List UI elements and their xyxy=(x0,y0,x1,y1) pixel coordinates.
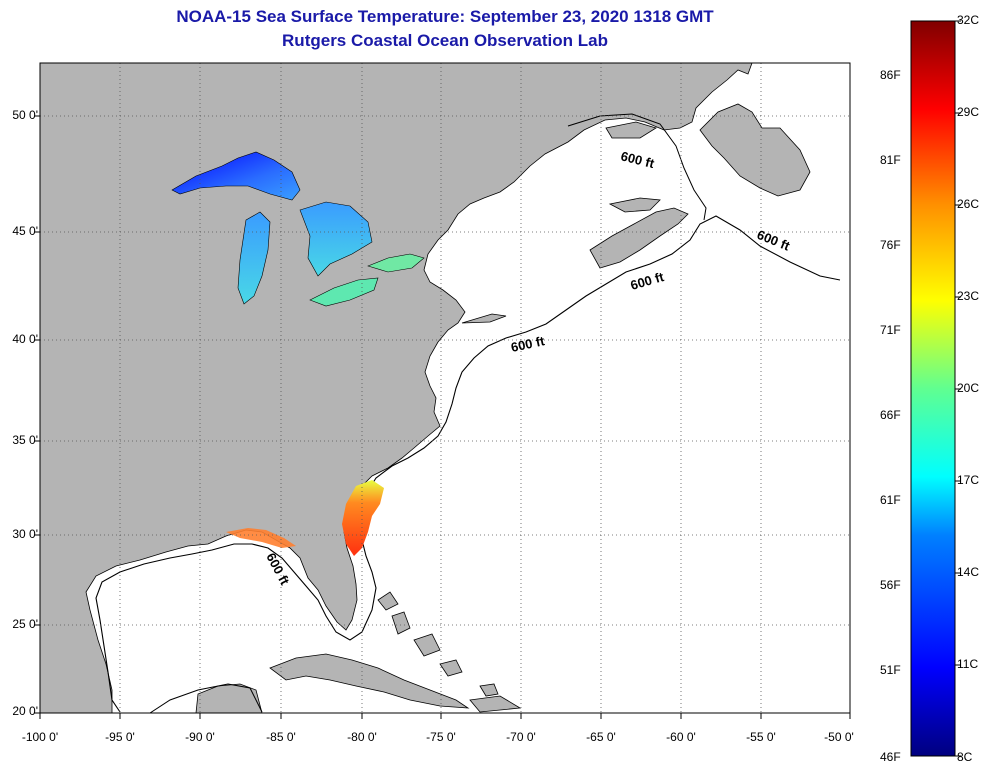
colorbar-label-c: 20C xyxy=(957,381,980,395)
y-tick-label: 25 0' xyxy=(12,617,38,631)
map-subtitle: Rutgers Coastal Ocean Observation Lab xyxy=(282,31,608,50)
colorbar-label-f: 86F xyxy=(880,68,901,82)
colorbar-label-f: 61F xyxy=(880,493,901,507)
land-anticosti xyxy=(605,121,657,139)
land-pei xyxy=(608,197,661,213)
colorbar-label-c: 14C xyxy=(957,565,980,579)
map-title: NOAA-15 Sea Surface Temperature: Septemb… xyxy=(176,7,714,26)
y-tick-label: 35 0' xyxy=(12,433,38,447)
lake-superior xyxy=(171,151,301,201)
lake-erie xyxy=(309,277,379,307)
sst-gulf-coast xyxy=(226,528,296,548)
y-tick-label: 45 0' xyxy=(12,224,38,238)
colorbar-label-c: 23C xyxy=(957,289,980,303)
map-frame xyxy=(39,62,851,714)
land-nova-scotia xyxy=(589,207,689,269)
colorbar-label-f: 81F xyxy=(880,153,901,167)
x-tick-label: -80 0' xyxy=(347,730,377,744)
colorbar-label-f: 66F xyxy=(880,408,901,422)
land-yucatan xyxy=(195,683,263,713)
isobath-gulf xyxy=(149,683,263,713)
x-tick-label: -60 0' xyxy=(666,730,696,744)
lake-ontario xyxy=(367,253,425,273)
colorbar-label-f: 76F xyxy=(880,238,901,252)
land-north-america xyxy=(40,63,753,713)
colorbar-label-c: 26C xyxy=(957,197,980,211)
colorbar-label-f: 51F xyxy=(880,663,901,677)
x-tick-label: -65 0' xyxy=(586,730,616,744)
colorbar-label-c: 11C xyxy=(957,657,979,671)
x-tick-label: -55 0' xyxy=(746,730,776,744)
x-tick-label: -75 0' xyxy=(426,730,456,744)
y-tick-label: 20 0' xyxy=(12,704,38,718)
y-tick-label: 40 0' xyxy=(12,332,38,346)
colorbar-label-c: 8C xyxy=(957,750,973,764)
sst-florida-east xyxy=(342,480,384,556)
colorbar-label-c: 32C xyxy=(957,13,980,27)
contour-label: 600 ft xyxy=(510,333,547,355)
x-tick-label: -70 0' xyxy=(506,730,536,744)
colorbar-label-f: 71F xyxy=(880,323,901,337)
lake-michigan xyxy=(237,211,271,305)
x-tick-label: -50 0' xyxy=(824,730,854,744)
lake-huron xyxy=(299,201,373,277)
x-tick-label: -100 0' xyxy=(21,730,59,744)
y-tick-label: 50 0' xyxy=(12,108,38,122)
colorbar-label-c: 29C xyxy=(957,105,980,119)
x-tick-label: -90 0' xyxy=(185,730,215,744)
land-bahamas xyxy=(377,591,522,713)
isobath-gulf-of-st-lawrence xyxy=(567,113,707,221)
colorbar-label-f: 46F xyxy=(880,750,901,764)
colorbar-label-c: 17C xyxy=(957,473,980,487)
land-newfoundland xyxy=(699,103,811,197)
land-cuba xyxy=(269,653,470,709)
colorbar-label-f: 56F xyxy=(880,578,901,592)
land-long-island xyxy=(461,313,507,324)
y-tick-label: 30 0' xyxy=(12,527,38,541)
x-tick-label: -85 0' xyxy=(266,730,296,744)
x-tick-label: -95 0' xyxy=(105,730,135,744)
colorbar xyxy=(910,20,956,757)
